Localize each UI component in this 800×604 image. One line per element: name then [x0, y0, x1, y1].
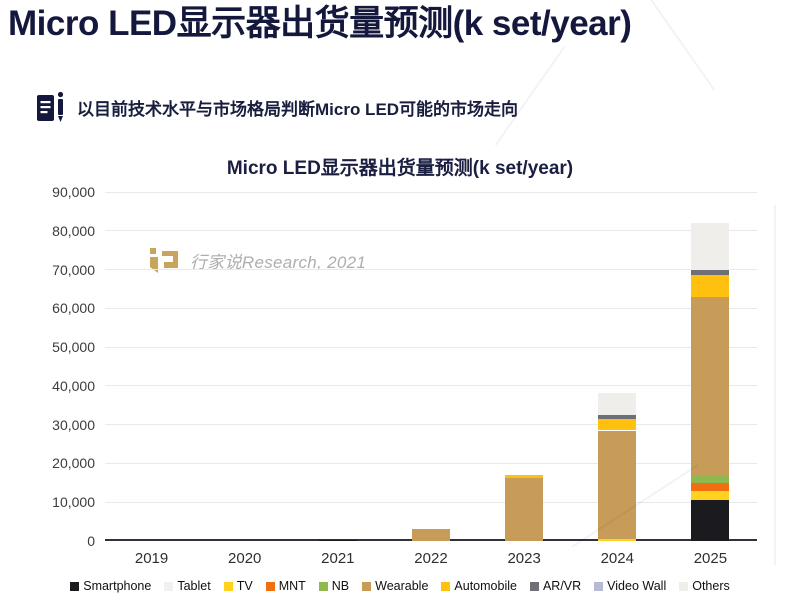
- y-tick-label: 80,000: [52, 222, 95, 239]
- chart-title: Micro LED显示器出货量预测(k set/year): [226, 158, 574, 179]
- legend-item-mnt: MNT: [265, 579, 306, 593]
- bar-segment-2025-automobile: [691, 275, 730, 297]
- gridline-10,000: [105, 501, 757, 503]
- bar-segment-2025-mnt: [691, 482, 730, 491]
- subtitle-text: 以目前技术水平与市场格局判断Micro LED可能的市场走向: [77, 99, 519, 119]
- legend-swatch: [318, 581, 328, 591]
- x-tick-label-2019: 2019: [134, 550, 169, 567]
- legend-label: Tablet: [177, 579, 211, 593]
- gridline-50,000: [105, 346, 757, 348]
- legend-label: AR/VR: [542, 579, 582, 593]
- legend-item-nb: NB: [318, 579, 350, 593]
- legend-item-automobile: Automobile: [441, 579, 517, 593]
- legend-swatch: [265, 581, 275, 591]
- subtitle-row: 以目前技术水平与市场格局判断Micro LED可能的市场走向: [36, 90, 518, 124]
- watermark: 行家说Research, 2021: [147, 244, 366, 276]
- legend-label: Smartphone: [83, 579, 152, 593]
- bar-segment-2025-smartphone: [691, 500, 730, 541]
- legend-swatch: [594, 581, 604, 591]
- legend-label: Wearable: [375, 579, 429, 593]
- legend-item-tablet: Tablet: [164, 579, 211, 593]
- x-tick-label-2021: 2021: [321, 550, 355, 567]
- gridline-40,000: [105, 385, 757, 387]
- legend-item-others: Others: [679, 579, 730, 593]
- y-tick-label: 60,000: [52, 300, 95, 317]
- legend-item-ar-vr: AR/VR: [529, 579, 582, 593]
- legend-label: TV: [236, 579, 253, 593]
- bar-segment-2024-ar-vr: [598, 414, 637, 419]
- bar-segment-2025-wearable: [691, 296, 730, 476]
- y-tick-label: 30,000: [52, 416, 95, 433]
- bar-segment-2024-others: [598, 393, 637, 415]
- bar-segment-2023-wearable: [505, 478, 544, 541]
- x-tick-label-2023: 2023: [507, 550, 541, 567]
- x-tick-label-2025: 2025: [693, 550, 728, 567]
- y-tick-label: 90,000: [52, 184, 95, 200]
- page-title: Micro LED显示器出货量预测(k set/year): [8, 4, 632, 43]
- bar-segment-2025-ar-vr: [691, 269, 730, 276]
- gridline-70,000: [105, 269, 757, 271]
- y-tick-label: 40,000: [52, 377, 95, 394]
- y-tick-label: 70,000: [52, 261, 95, 278]
- report-pen-icon: [36, 90, 66, 124]
- bar-segment-2025-tv: [691, 490, 730, 501]
- y-tick-label: 10,000: [52, 494, 95, 511]
- legend-item-tv: TV: [223, 579, 253, 593]
- watermark-text: 行家说Research, 2021: [190, 252, 367, 272]
- gridline-20,000: [105, 462, 757, 464]
- gridline-80,000: [105, 230, 757, 232]
- bar-segment-2022-wearable: [412, 529, 450, 541]
- x-tick-label-2022: 2022: [414, 550, 448, 567]
- legend-swatch: [441, 581, 451, 591]
- gridline-30,000: [105, 424, 757, 426]
- x-tick-label-2020: 2020: [228, 550, 262, 567]
- y-tick-label: 20,000: [52, 455, 95, 472]
- plot-area: 行家说Research, 2021 0 10,000 20,000 30,000 40,…: [52, 184, 757, 567]
- legend-swatch: [529, 581, 539, 591]
- y-tick-label: 50,000: [52, 339, 95, 356]
- hangjiashuo-logo-icon: [147, 244, 181, 276]
- legend-swatch: [223, 581, 233, 591]
- legend-item-wearable: Wearable: [362, 579, 428, 593]
- bar-segment-2021-smartphone: [318, 539, 357, 541]
- bar-segment-2024-tv: [598, 539, 637, 541]
- legend-swatch: [362, 581, 372, 591]
- legend-label: MNT: [278, 579, 306, 593]
- legend-swatch: [70, 581, 80, 591]
- gridline-90,000: [105, 191, 757, 193]
- legend-label: Video Wall: [607, 579, 667, 593]
- bar-segment-2025-nb: [691, 475, 730, 483]
- decor-line: [774, 205, 776, 565]
- bar-segment-2023-automobile: [505, 475, 544, 479]
- bar-segment-2025-others: [691, 223, 730, 270]
- legend-label: NB: [331, 579, 350, 593]
- legend-label: Automobile: [454, 579, 517, 593]
- legend-swatch: [679, 581, 689, 591]
- bar-segment-2024-wearable: [598, 430, 637, 540]
- y-tick-label: 0: [87, 533, 95, 549]
- legend-item-smartphone: Smartphone: [70, 579, 151, 593]
- legend-swatch: [164, 581, 174, 591]
- bar-segment-2024-automobile: [598, 418, 637, 431]
- gridline-60,000: [105, 307, 757, 309]
- chart-legend: Smartphone Tablet TV MNT NB Wearable Automobil…: [0, 579, 800, 593]
- x-tick-label-2024: 2024: [600, 550, 634, 567]
- legend-item-video-wall: Video Wall: [594, 579, 666, 593]
- legend-label: Others: [692, 579, 730, 593]
